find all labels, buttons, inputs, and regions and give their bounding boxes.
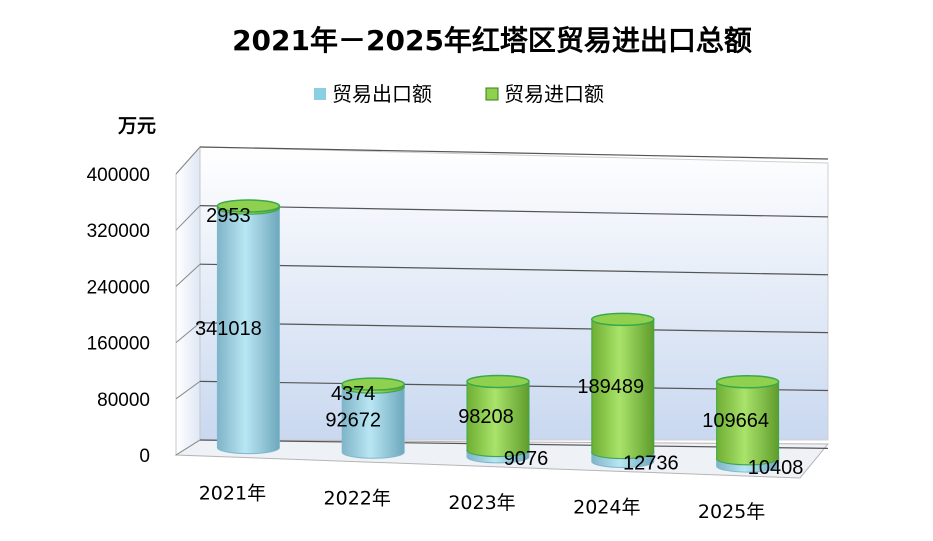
gridline-side: [175, 263, 201, 287]
bar-import-cap: [591, 312, 655, 327]
bars: 341018 2953 92672 4374 9076 98208 12736 189489 1…: [195, 199, 804, 479]
gridline-side: [175, 322, 201, 343]
bar-import: [341, 377, 405, 394]
gridline: [199, 322, 829, 334]
x-axis-ticks: 2021年 2022年 2023年 2024年 2025年: [199, 483, 766, 523]
bar-import: [591, 312, 655, 460]
data-label-export: 10408: [748, 457, 804, 479]
data-label-export: 12736: [623, 452, 679, 474]
x-tick-label: 2021年: [199, 483, 266, 505]
y-tick-label: 80000: [97, 390, 150, 411]
bar-import: [466, 374, 530, 457]
bar-import-cap: [715, 374, 780, 389]
legend: 贸易出口额 贸易进口额: [314, 82, 604, 106]
gridline: [199, 146, 829, 160]
data-label-import: 98208: [458, 406, 514, 428]
bar-import-cap: [466, 374, 530, 389]
gridline: [199, 263, 829, 276]
y-tick-label: 320000: [87, 221, 150, 242]
x-tick-label: 2024年: [573, 496, 640, 518]
data-label-export: 341018: [195, 318, 262, 340]
legend-swatch-import: [485, 87, 499, 101]
gridline: [199, 205, 829, 218]
data-label-import: 109664: [702, 410, 769, 432]
bar-import-body: [591, 318, 655, 460]
bar-export-body: [341, 386, 405, 459]
bar-import-cap: [341, 377, 405, 391]
bar-import: [216, 199, 281, 215]
data-label-import: 2953: [206, 205, 251, 227]
bar-import: [715, 374, 780, 466]
data-label-import: 189489: [577, 376, 644, 398]
bar-export-body: [216, 207, 280, 455]
legend-swatch-export: [314, 88, 326, 100]
legend-label-import: 贸易进口额: [504, 82, 604, 106]
x-tick-label: 2022年: [324, 487, 391, 509]
legend-label-export: 贸易出口额: [332, 82, 432, 106]
data-label-export: 9076: [504, 448, 549, 470]
y-tick-label: 160000: [87, 334, 150, 355]
x-tick-label: 2023年: [448, 492, 515, 514]
gridline-side: [175, 439, 201, 456]
data-label-import: 4374: [331, 383, 376, 405]
bar-import-cap: [216, 199, 281, 213]
side-wall: [175, 145, 201, 456]
x-tick-label: 2025年: [698, 501, 765, 523]
data-label-export: 92672: [325, 410, 381, 432]
gridline-side: [175, 380, 201, 400]
gridline-side: [175, 146, 201, 175]
y-axis-ticks: 0 80000 160000 240000 320000 400000: [87, 165, 150, 467]
y-tick-label: 0: [139, 446, 150, 467]
bar-import-body: [466, 381, 530, 457]
gridline-side: [175, 205, 201, 231]
chart-title: 2021年－2025年红塔区贸易进出口总额: [232, 24, 752, 57]
y-tick-label: 400000: [87, 165, 150, 186]
y-axis-label: 万元: [117, 115, 156, 137]
y-tick-label: 240000: [87, 277, 150, 298]
bar-import-body: [716, 381, 780, 466]
